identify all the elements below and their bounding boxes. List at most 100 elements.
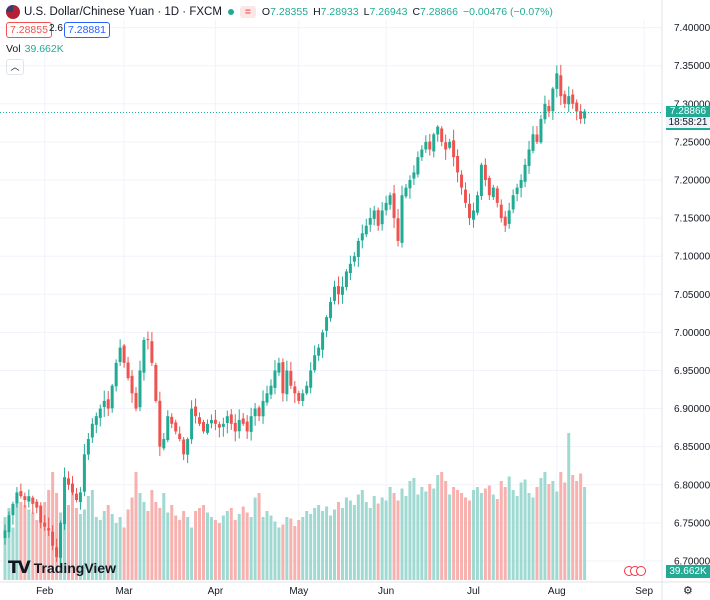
- volume-bar: [202, 505, 205, 580]
- price-tick-label: 7.25000: [674, 137, 710, 148]
- candle-body: [392, 193, 396, 219]
- tradingview-logo[interactable]: 𝗧𝗩 TradingView: [8, 558, 116, 578]
- candle-body: [309, 370, 313, 388]
- time-axis[interactable]: Feb Mar Apr May Jun Jul Aug Sep: [36, 586, 653, 597]
- volume-bar: [368, 508, 372, 580]
- volume-bar: [55, 493, 59, 580]
- volume-bar: [511, 490, 515, 580]
- volume-bar: [456, 490, 460, 580]
- volume-bar: [249, 517, 253, 580]
- volume-bar: [420, 487, 424, 580]
- time-tick-label: Mar: [115, 586, 133, 597]
- high-label: H: [313, 6, 321, 18]
- volume-bar: [273, 521, 277, 580]
- volume-bar: [82, 509, 86, 580]
- symbol-title[interactable]: U.S. Dollar/Chinese Yuan · 1D · FXCM: [24, 6, 222, 18]
- candle-body: [98, 408, 102, 418]
- candle-body: [245, 421, 249, 432]
- volume-bar: [309, 514, 313, 580]
- volume-bar: [460, 493, 464, 580]
- price-axis[interactable]: 6.70000 6.75000 6.80000 6.85000 6.90000 6.950…: [674, 23, 710, 567]
- volume-bar: [523, 479, 527, 580]
- candle-body: [106, 399, 110, 409]
- candle-body: [507, 210, 511, 224]
- volume-bar: [229, 508, 233, 580]
- candle-body: [464, 189, 468, 203]
- volume-bar: [7, 508, 11, 580]
- change-value: −0.00476 (−0.07%): [463, 6, 553, 18]
- candle-body: [59, 522, 63, 558]
- volume-axis-label: 39.662K: [666, 565, 710, 578]
- candle-body: [543, 103, 547, 120]
- volume-bar: [19, 502, 23, 580]
- volume-bar: [571, 475, 575, 580]
- volume-bar: [412, 478, 416, 580]
- volume-bar: [583, 487, 587, 580]
- volume-bar: [205, 512, 209, 580]
- volume-bar: [519, 482, 523, 580]
- volume-bar: [464, 497, 468, 580]
- candle-body: [352, 256, 356, 262]
- volume-bar: [293, 526, 297, 580]
- price-tick-label: 6.90000: [674, 404, 710, 415]
- candle-body: [118, 347, 122, 363]
- price-tick-label: 7.30000: [674, 99, 710, 110]
- candle-body: [384, 202, 388, 211]
- price-tick-label: 7.20000: [674, 176, 710, 187]
- candle-body: [535, 134, 539, 142]
- equals-icon[interactable]: =: [239, 6, 256, 18]
- candle-body: [388, 195, 392, 205]
- candle-body: [364, 225, 368, 235]
- volume-bar: [515, 496, 519, 580]
- sell-price-button[interactable]: 7.28855: [6, 22, 52, 38]
- volume-legend[interactable]: Vol 39.662K: [6, 43, 64, 55]
- price-tick-label: 6.70000: [674, 556, 710, 567]
- candle-body: [333, 286, 337, 301]
- candle-body: [23, 496, 27, 500]
- volume-bar: [479, 493, 483, 580]
- economic-event-icon[interactable]: [636, 566, 646, 576]
- candle-body: [515, 187, 519, 194]
- us-flag-icon: [6, 5, 20, 19]
- candle-body: [237, 420, 241, 432]
- volume-bar: [348, 500, 352, 580]
- price-tick-label: 7.40000: [674, 23, 710, 34]
- candle-body: [15, 492, 19, 504]
- volume-bar: [27, 509, 31, 580]
- candle-body: [82, 454, 86, 492]
- volume-bar: [110, 514, 114, 580]
- candle-body: [404, 187, 408, 197]
- candle-body: [380, 210, 384, 225]
- high-value: 7.28933: [320, 6, 359, 18]
- volume-bar: [102, 511, 106, 580]
- candle-body: [428, 141, 432, 150]
- candle-body: [563, 94, 567, 104]
- volume-bar: [487, 485, 491, 580]
- candle-body: [527, 149, 531, 167]
- volume-bar: [166, 512, 170, 580]
- candle-body: [3, 530, 7, 539]
- candle-body: [86, 439, 90, 455]
- collapse-legend-button[interactable]: ︿: [6, 59, 24, 75]
- volume-bar: [440, 472, 444, 580]
- symbol-header[interactable]: U.S. Dollar/Chinese Yuan · 1D · FXCM = O…: [6, 4, 558, 20]
- volume-bar: [336, 502, 340, 580]
- volume-bar: [15, 497, 19, 580]
- volume-bar: [333, 509, 337, 580]
- gear-icon[interactable]: ⚙: [683, 585, 693, 597]
- candle-body: [348, 263, 352, 274]
- candle-body: [471, 210, 475, 220]
- candle-body: [539, 119, 543, 143]
- volume-bar: [372, 496, 376, 580]
- open-label: O: [261, 6, 271, 18]
- candle-body: [51, 531, 55, 546]
- candle-body: [158, 400, 162, 447]
- volume-bar: [11, 527, 15, 580]
- buy-price-button[interactable]: 7.28881: [64, 22, 110, 38]
- volume-bar: [340, 508, 344, 580]
- volume-bar: [106, 505, 110, 580]
- volume-bar: [257, 493, 261, 580]
- price-tick-label: 7.35000: [674, 61, 710, 72]
- volume-bar: [352, 505, 356, 580]
